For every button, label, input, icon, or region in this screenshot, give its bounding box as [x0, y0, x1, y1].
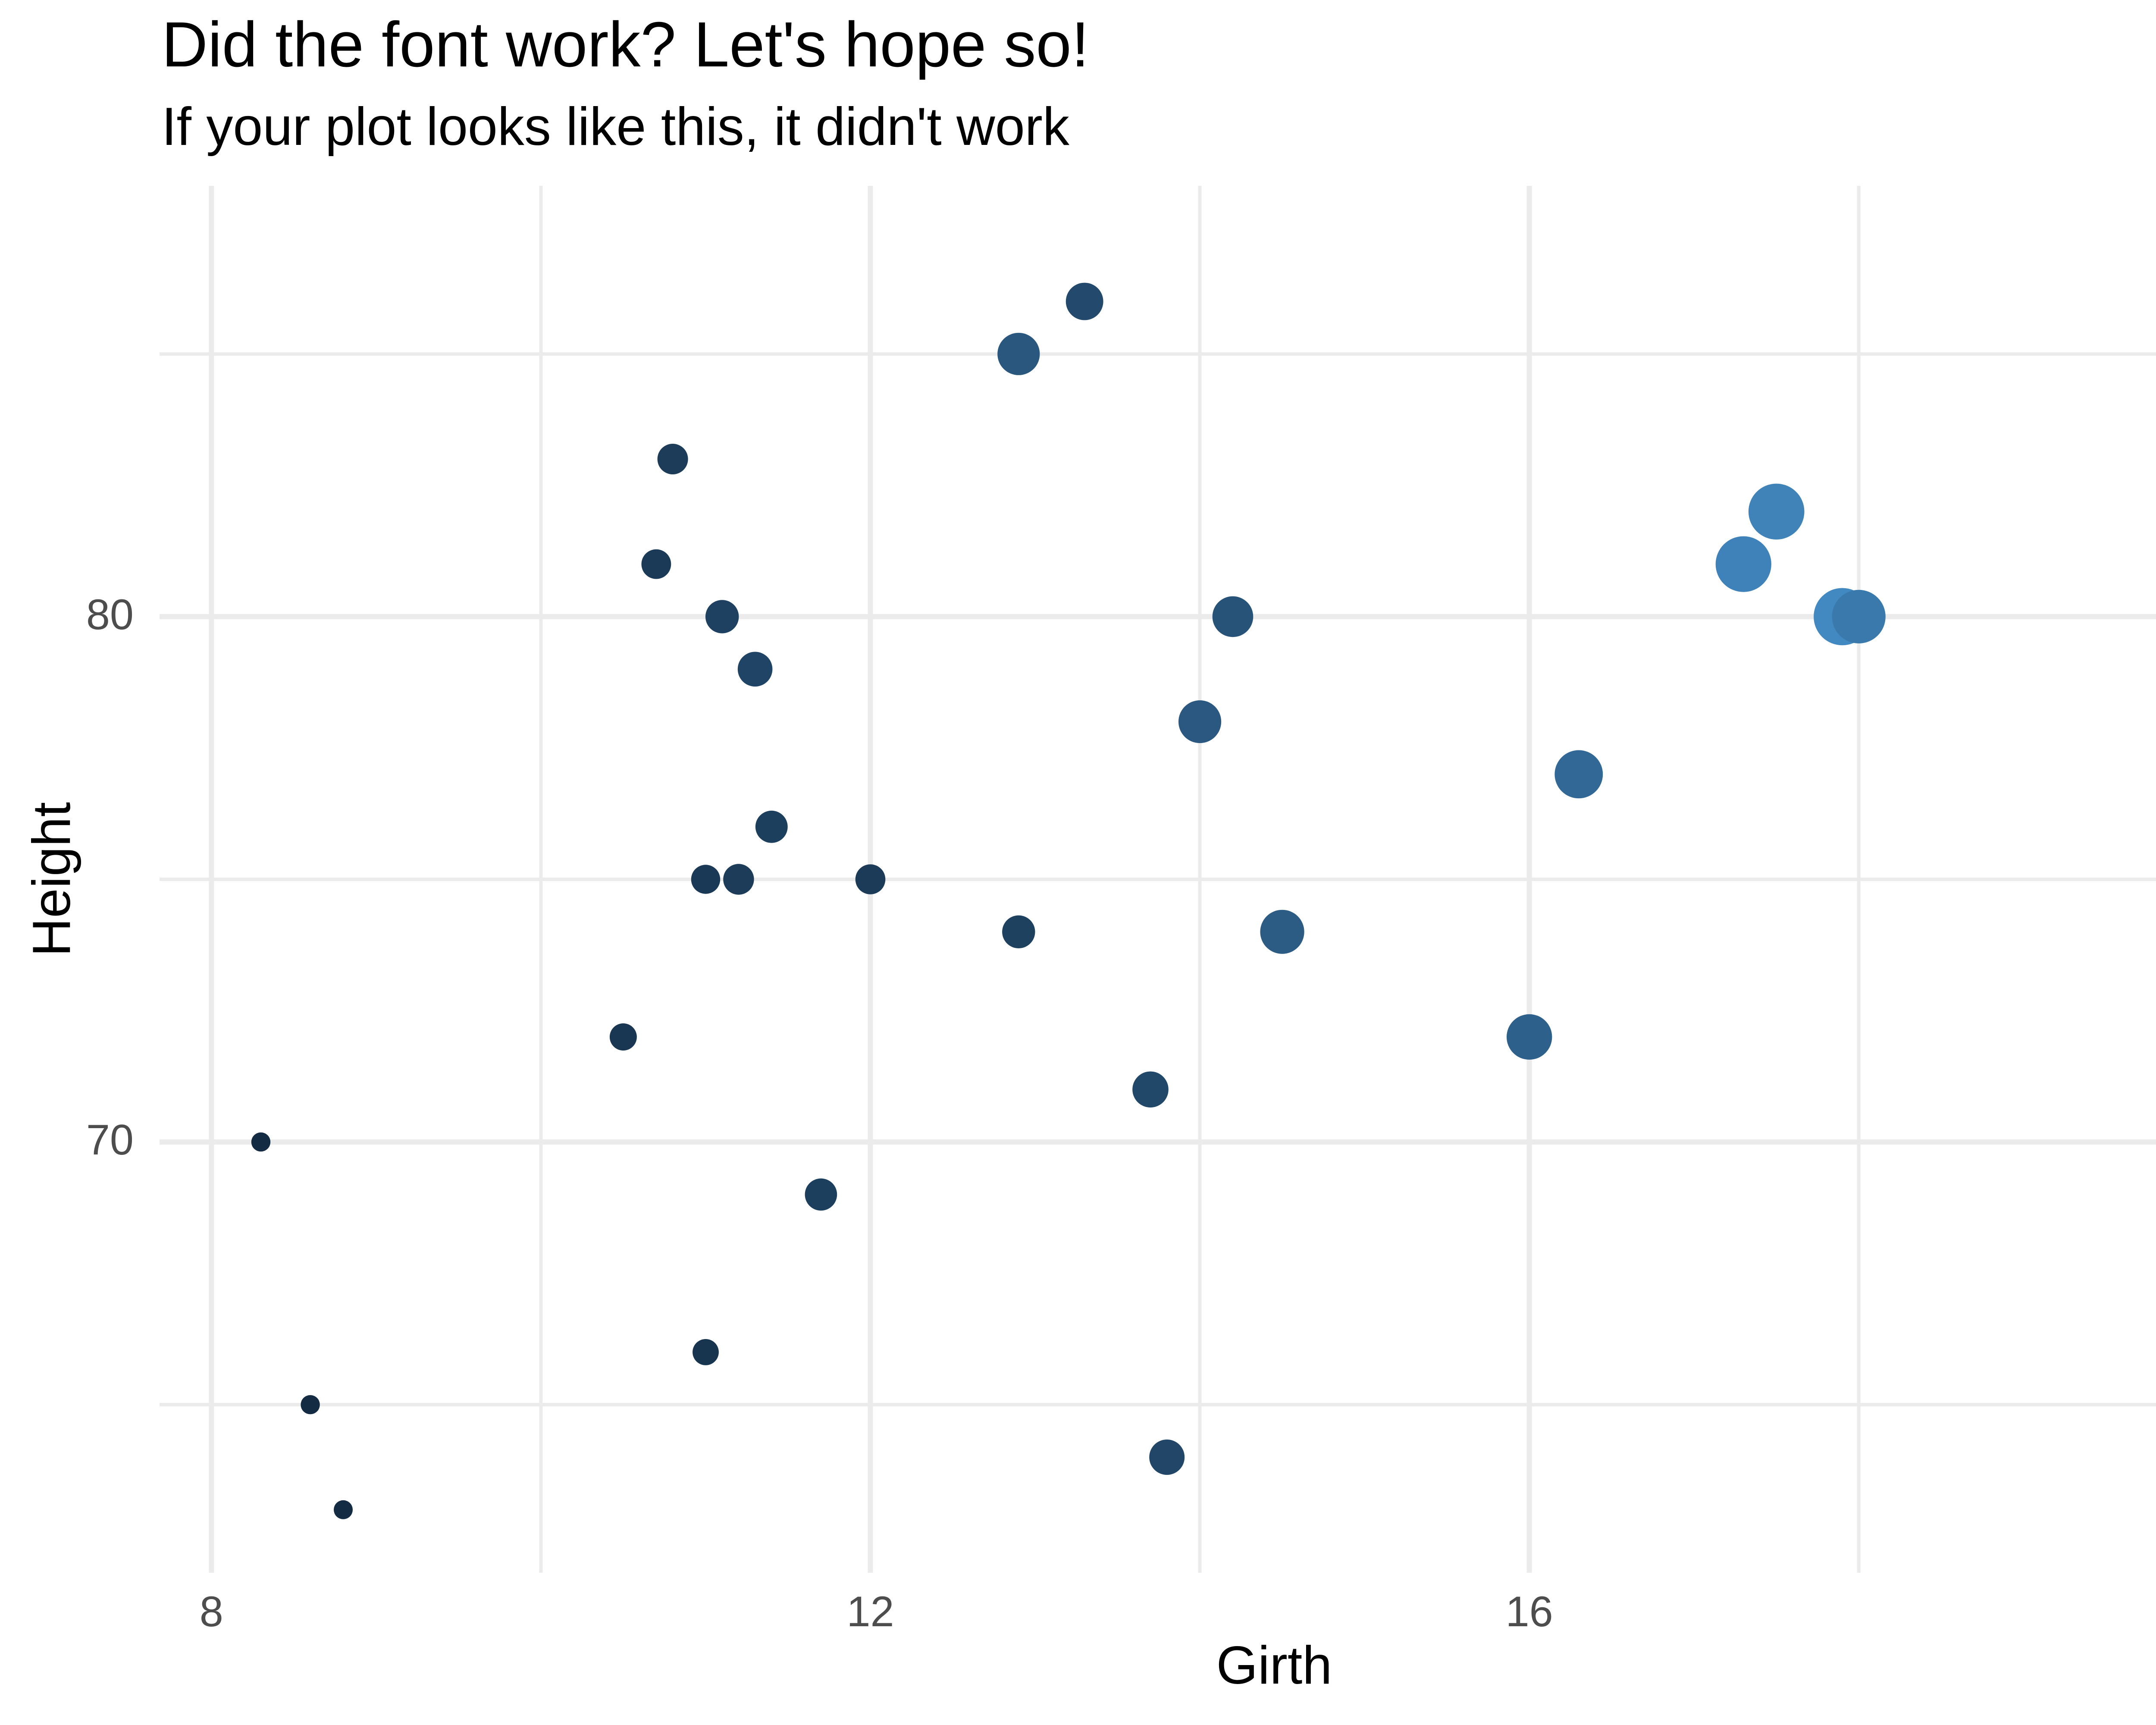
data-point [1212, 596, 1253, 637]
data-point [691, 865, 721, 894]
y-tick-label-80: 80 [86, 590, 134, 638]
data-point [1002, 915, 1035, 948]
x-tick-label-20: 20 [2124, 1590, 2156, 1633]
plot-title: Did the font work? Let's hope so! [162, 9, 1089, 80]
data-point [997, 332, 1040, 375]
data-point [1260, 910, 1304, 954]
data-point [1132, 1071, 1169, 1108]
data-point [1149, 1440, 1185, 1475]
data-point [805, 1178, 837, 1211]
x-tick-label-12: 12 [846, 1587, 894, 1635]
data-point [1065, 282, 1103, 320]
data-point [855, 864, 886, 894]
y-tick-label-70: 70 [86, 1116, 134, 1164]
data-point [723, 864, 754, 895]
data-point [1715, 536, 1771, 592]
data-point [334, 1500, 353, 1519]
data-point [609, 1023, 637, 1051]
data-point [1748, 483, 1805, 540]
y-axis-title: Height [22, 802, 81, 957]
data-point [301, 1395, 320, 1414]
data-point [737, 652, 773, 687]
x-tick-label-16: 16 [1505, 1587, 1553, 1635]
x-axis-title: Girth [1216, 1636, 1332, 1695]
data-point [641, 549, 671, 579]
x-tick-label-8: 8 [199, 1587, 223, 1635]
data-point [657, 444, 688, 474]
data-point [1832, 590, 1886, 643]
data-point [1178, 700, 1222, 743]
plot-subtitle: If your plot looks like this, it didn't … [162, 97, 1069, 157]
data-point [693, 1339, 719, 1365]
data-point [1507, 1014, 1552, 1060]
data-point [755, 810, 788, 843]
data-point [1554, 750, 1603, 799]
data-point [251, 1132, 271, 1152]
data-point [705, 600, 739, 634]
